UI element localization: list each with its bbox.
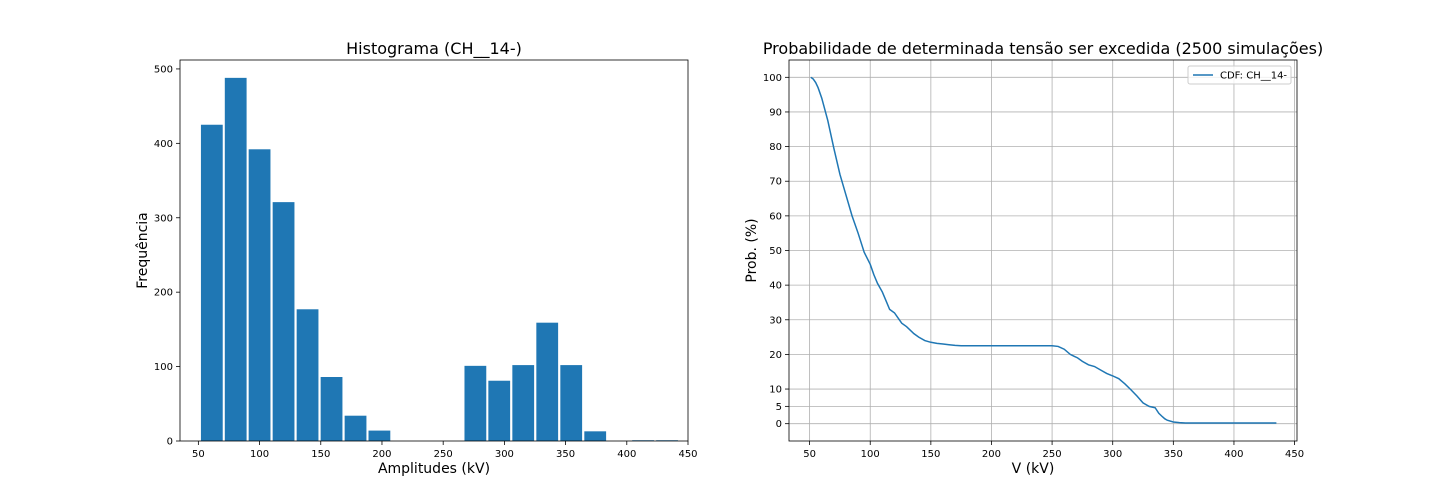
histogram-x-tick-label: 50 [192,449,205,460]
cdf-x-tick-label: 150 [921,449,940,460]
histogram-y-tick-label: 500 [154,64,173,75]
histogram-x-tick-label: 150 [311,449,330,460]
histogram-bar-0 [200,124,223,441]
histogram-chart: 50 100 150 200 250 300 350 400 450 0 100 200 300 400… [135,39,698,477]
cdf-y-tick-label: 80 [769,142,782,153]
cdf-y-tick-label: 50 [769,246,782,257]
cdf-y-axis-label: Prob. (%) [744,218,760,282]
histogram-bar-7 [368,430,391,441]
cdf-chart: 50 100 150 200 250 300 350 400 450 0 5 10 20 30 40 50 6… [744,39,1323,477]
cdf-x-tick-label: 300 [1103,449,1122,460]
cdf-x-tick-label: 50 [803,449,816,460]
legend-entry-label: CDF: CH__14- [1220,71,1287,82]
cdf-x-tick-label: 350 [1164,449,1183,460]
histogram-y-ticks: 0 100 200 300 400 500 [154,64,180,448]
histogram-bar-2 [248,149,271,441]
histogram-bar-14 [536,322,559,441]
histogram-x-tick-label: 400 [617,449,636,460]
histogram-y-tick-label: 200 [154,288,173,299]
cdf-x-tick-label: 250 [1043,449,1062,460]
cdf-series-line [810,76,1277,424]
histogram-y-tick-label: 100 [154,362,173,373]
cdf-y-tick-label: 70 [769,177,782,188]
histogram-x-ticks: 50 100 150 200 250 300 350 400 450 [192,441,698,460]
cdf-y-tick-label: 10 [769,385,782,396]
histogram-y-axis-label: Frequência [135,212,151,289]
cdf-y-tick-label: 40 [769,281,782,292]
histogram-bar-12 [488,380,511,441]
cdf-x-tick-label: 100 [861,449,880,460]
histogram-x-tick-label: 250 [434,449,453,460]
histogram-bar-15 [560,365,583,441]
histogram-x-tick-label: 450 [678,449,697,460]
cdf-x-ticks: 50 100 150 200 250 300 350 400 450 [803,441,1304,460]
cdf-x-tick-label: 400 [1224,449,1243,460]
histogram-title: Histograma (CH__14-) [346,39,522,59]
cdf-y-tick-label: 100 [763,73,782,84]
cdf-x-tick-label: 200 [982,449,1001,460]
cdf-plot-frame [788,59,1298,442]
histogram-bars [200,77,678,441]
histogram-x-tick-label: 350 [556,449,575,460]
cdf-y-tick-label: 0 [776,419,782,430]
histogram-bar-13 [512,365,535,441]
histogram-y-tick-label: 300 [154,213,173,224]
cdf-y-tick-label: 20 [769,350,782,361]
cdf-y-ticks: 0 5 10 20 30 40 50 60 70 80 90 100 [763,73,789,430]
cdf-y-tick-label: 90 [769,107,782,118]
histogram-x-tick-label: 100 [250,449,269,460]
cdf-legend: CDF: CH__14- [1187,65,1292,85]
histogram-bar-4 [296,309,319,441]
histogram-x-tick-label: 300 [495,449,514,460]
histogram-bar-6 [344,415,367,441]
cdf-title: Probabilidade de determinada tensão ser … [763,39,1323,58]
histogram-bar-11 [464,365,487,441]
cdf-y-tick-label: 60 [769,211,782,222]
histogram-bar-16 [584,431,607,441]
histogram-plot-frame [179,59,689,442]
cdf-x-axis-label: V (kV) [1012,461,1055,477]
cdf-y-tick-label: 30 [769,315,782,326]
histogram-y-tick-label: 400 [154,139,173,150]
cdf-grid [789,60,1297,441]
cdf-x-tick-label: 450 [1285,449,1304,460]
histogram-bar-3 [272,202,295,441]
legend-box [1187,65,1292,85]
histogram-x-tick-label: 200 [372,449,391,460]
histogram-bar-1 [224,77,247,441]
cdf-y-tick-label: 5 [776,402,782,413]
histogram-x-axis-label: Amplitudes (kV) [378,461,490,477]
histogram-bar-5 [320,377,343,441]
histogram-y-tick-label: 0 [167,437,173,448]
